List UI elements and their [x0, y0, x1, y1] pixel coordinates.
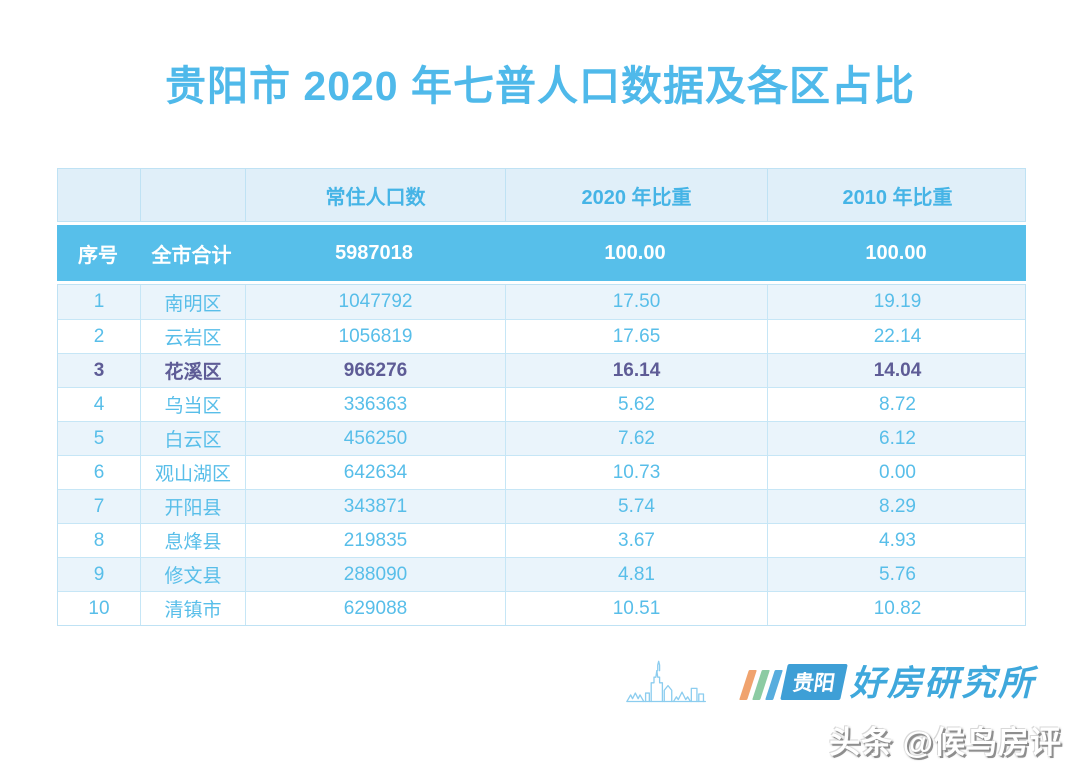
total-row-share-2010: 100.00	[865, 241, 927, 264]
row-no: 4	[93, 393, 105, 415]
table-row: 1 南明区 1047792 17.50 19.19	[58, 285, 1025, 319]
row-population: 1056819	[245, 320, 505, 353]
row-share-2020: 4.81	[505, 558, 767, 591]
table-row: 2 云岩区 1056819 17.65 22.14	[58, 319, 1025, 353]
row-no: 9	[93, 563, 105, 585]
row-district: 乌当区	[140, 388, 245, 421]
table-body: 1 南明区 1047792 17.50 19.19 2 云岩区 1056819 …	[57, 284, 1026, 626]
header-cell-share-2010: 2010 年比重	[767, 169, 1027, 221]
row-share-2010: 0.00	[767, 456, 1027, 489]
row-district: 观山湖区	[140, 456, 245, 489]
brand-city-label: 贵阳	[791, 672, 837, 695]
row-share-2020: 10.51	[505, 592, 767, 625]
row-district: 修文县	[140, 558, 245, 591]
table-row: 7 开阳县 343871 5.74 8.29	[58, 489, 1025, 523]
watermark-text: 头条 @候鸟房评	[829, 725, 1062, 760]
brand-logo: 贵阳 好房研究所	[626, 652, 1035, 706]
row-no: 3	[93, 359, 105, 381]
total-row-population: 5987018	[335, 241, 413, 264]
row-share-2010: 10.82	[767, 592, 1027, 625]
row-no: 7	[93, 495, 105, 517]
row-district: 白云区	[140, 422, 245, 455]
brand-city-badge: 贵阳	[780, 664, 848, 700]
row-share-2020: 17.65	[505, 320, 767, 353]
brand-slashes-icon	[739, 670, 783, 706]
table-header-row: 常住人口数 2020 年比重 2010 年比重	[57, 168, 1026, 222]
row-district: 息烽县	[140, 524, 245, 557]
row-no: 10	[88, 597, 110, 619]
row-share-2020: 7.62	[505, 422, 767, 455]
row-share-2010: 8.72	[767, 388, 1027, 421]
row-share-2010: 14.04	[767, 354, 1027, 387]
table-row: 9 修文县 288090 4.81 5.76	[58, 557, 1025, 591]
city-skyline-icon	[626, 660, 706, 703]
row-district: 开阳县	[140, 490, 245, 523]
row-population: 1047792	[245, 285, 505, 319]
row-share-2020: 5.74	[505, 490, 767, 523]
row-population: 343871	[245, 490, 505, 523]
row-population: 219835	[245, 524, 505, 557]
row-share-2010: 19.19	[767, 285, 1027, 319]
total-row-label: 全市合计	[151, 244, 232, 267]
row-no: 5	[93, 427, 105, 449]
table-row: 10 清镇市 629088 10.51 10.82	[58, 591, 1025, 625]
population-table: 常住人口数 2020 年比重 2010 年比重 序号 全市合计 5987018 …	[57, 168, 1026, 626]
row-population: 288090	[245, 558, 505, 591]
header-cell-share-2020: 2020 年比重	[505, 169, 767, 221]
row-population: 629088	[245, 592, 505, 625]
table-row: 6 观山湖区 642634 10.73 0.00	[58, 455, 1025, 489]
row-share-2010: 22.14	[767, 320, 1027, 353]
row-share-2010: 6.12	[767, 422, 1027, 455]
row-population: 336363	[245, 388, 505, 421]
total-row-share-2020: 100.00	[604, 241, 666, 264]
row-share-2010: 4.93	[767, 524, 1027, 557]
row-no: 1	[93, 291, 105, 312]
row-no: 6	[93, 461, 105, 483]
table-row: 8 息烽县 219835 3.67 4.93	[58, 523, 1025, 557]
row-population: 456250	[245, 422, 505, 455]
row-share-2020: 5.62	[505, 388, 767, 421]
page-title: 贵阳市 2020 年七普人口数据及各区占比	[165, 63, 915, 109]
row-share-2010: 8.29	[767, 490, 1027, 523]
row-share-2020: 3.67	[505, 524, 767, 557]
table-row-highlighted: 3 花溪区 966276 16.14 14.04	[58, 353, 1025, 387]
row-district: 清镇市	[140, 592, 245, 625]
row-district: 南明区	[140, 285, 245, 319]
row-share-2020: 17.50	[505, 285, 767, 319]
row-share-2010: 5.76	[767, 558, 1027, 591]
row-population: 642634	[245, 456, 505, 489]
total-row: 序号 全市合计 5987018 100.00 100.00	[57, 225, 1026, 281]
row-no: 8	[93, 529, 105, 551]
header-cell-blank-district	[140, 169, 245, 221]
brand-name: 好房研究所	[849, 664, 1035, 703]
row-population: 966276	[245, 354, 505, 387]
table-row: 5 白云区 456250 7.62 6.12	[58, 421, 1025, 455]
row-district: 云岩区	[140, 320, 245, 353]
row-share-2020: 10.73	[505, 456, 767, 489]
row-no: 2	[93, 325, 105, 347]
row-district: 花溪区	[140, 354, 245, 387]
header-cell-blank-no	[58, 169, 140, 221]
row-share-2020: 16.14	[505, 354, 767, 387]
header-cell-population: 常住人口数	[245, 169, 505, 221]
table-row: 4 乌当区 336363 5.62 8.72	[58, 387, 1025, 421]
total-row-no-label: 序号	[78, 244, 118, 267]
